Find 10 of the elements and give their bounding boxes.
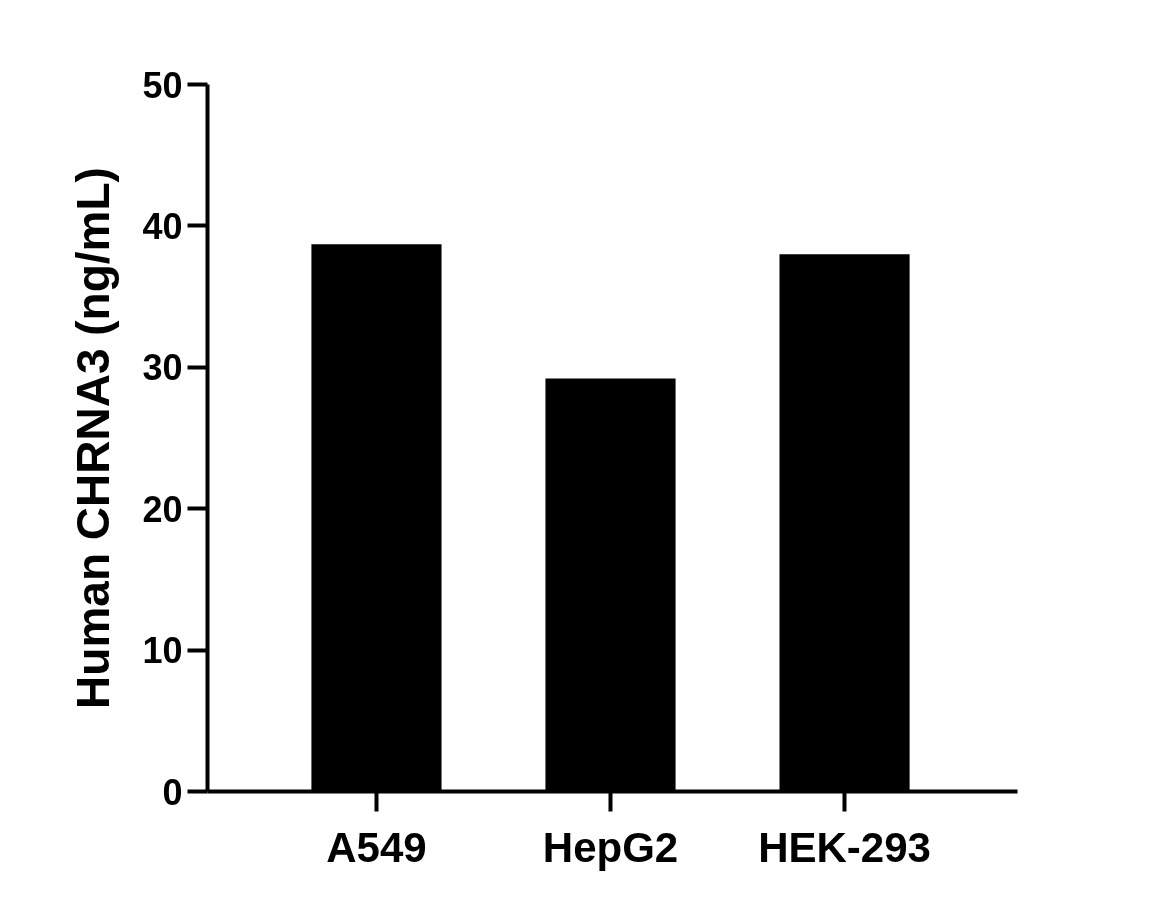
y-tick-label: 50: [142, 64, 183, 106]
y-tick-label: 20: [142, 488, 183, 530]
x-tick-label: HEK-293: [758, 823, 931, 871]
x-tick-label: A549: [326, 823, 427, 871]
y-tick-label: 30: [142, 347, 183, 389]
x-tick-label: HepG2: [542, 823, 679, 871]
y-tick-label: 10: [142, 630, 183, 672]
y-axis-title: Human CHRNA3 (ng/mL): [67, 167, 120, 709]
y-tick-label: 40: [142, 205, 183, 247]
y-tick-label: 0: [162, 771, 183, 813]
